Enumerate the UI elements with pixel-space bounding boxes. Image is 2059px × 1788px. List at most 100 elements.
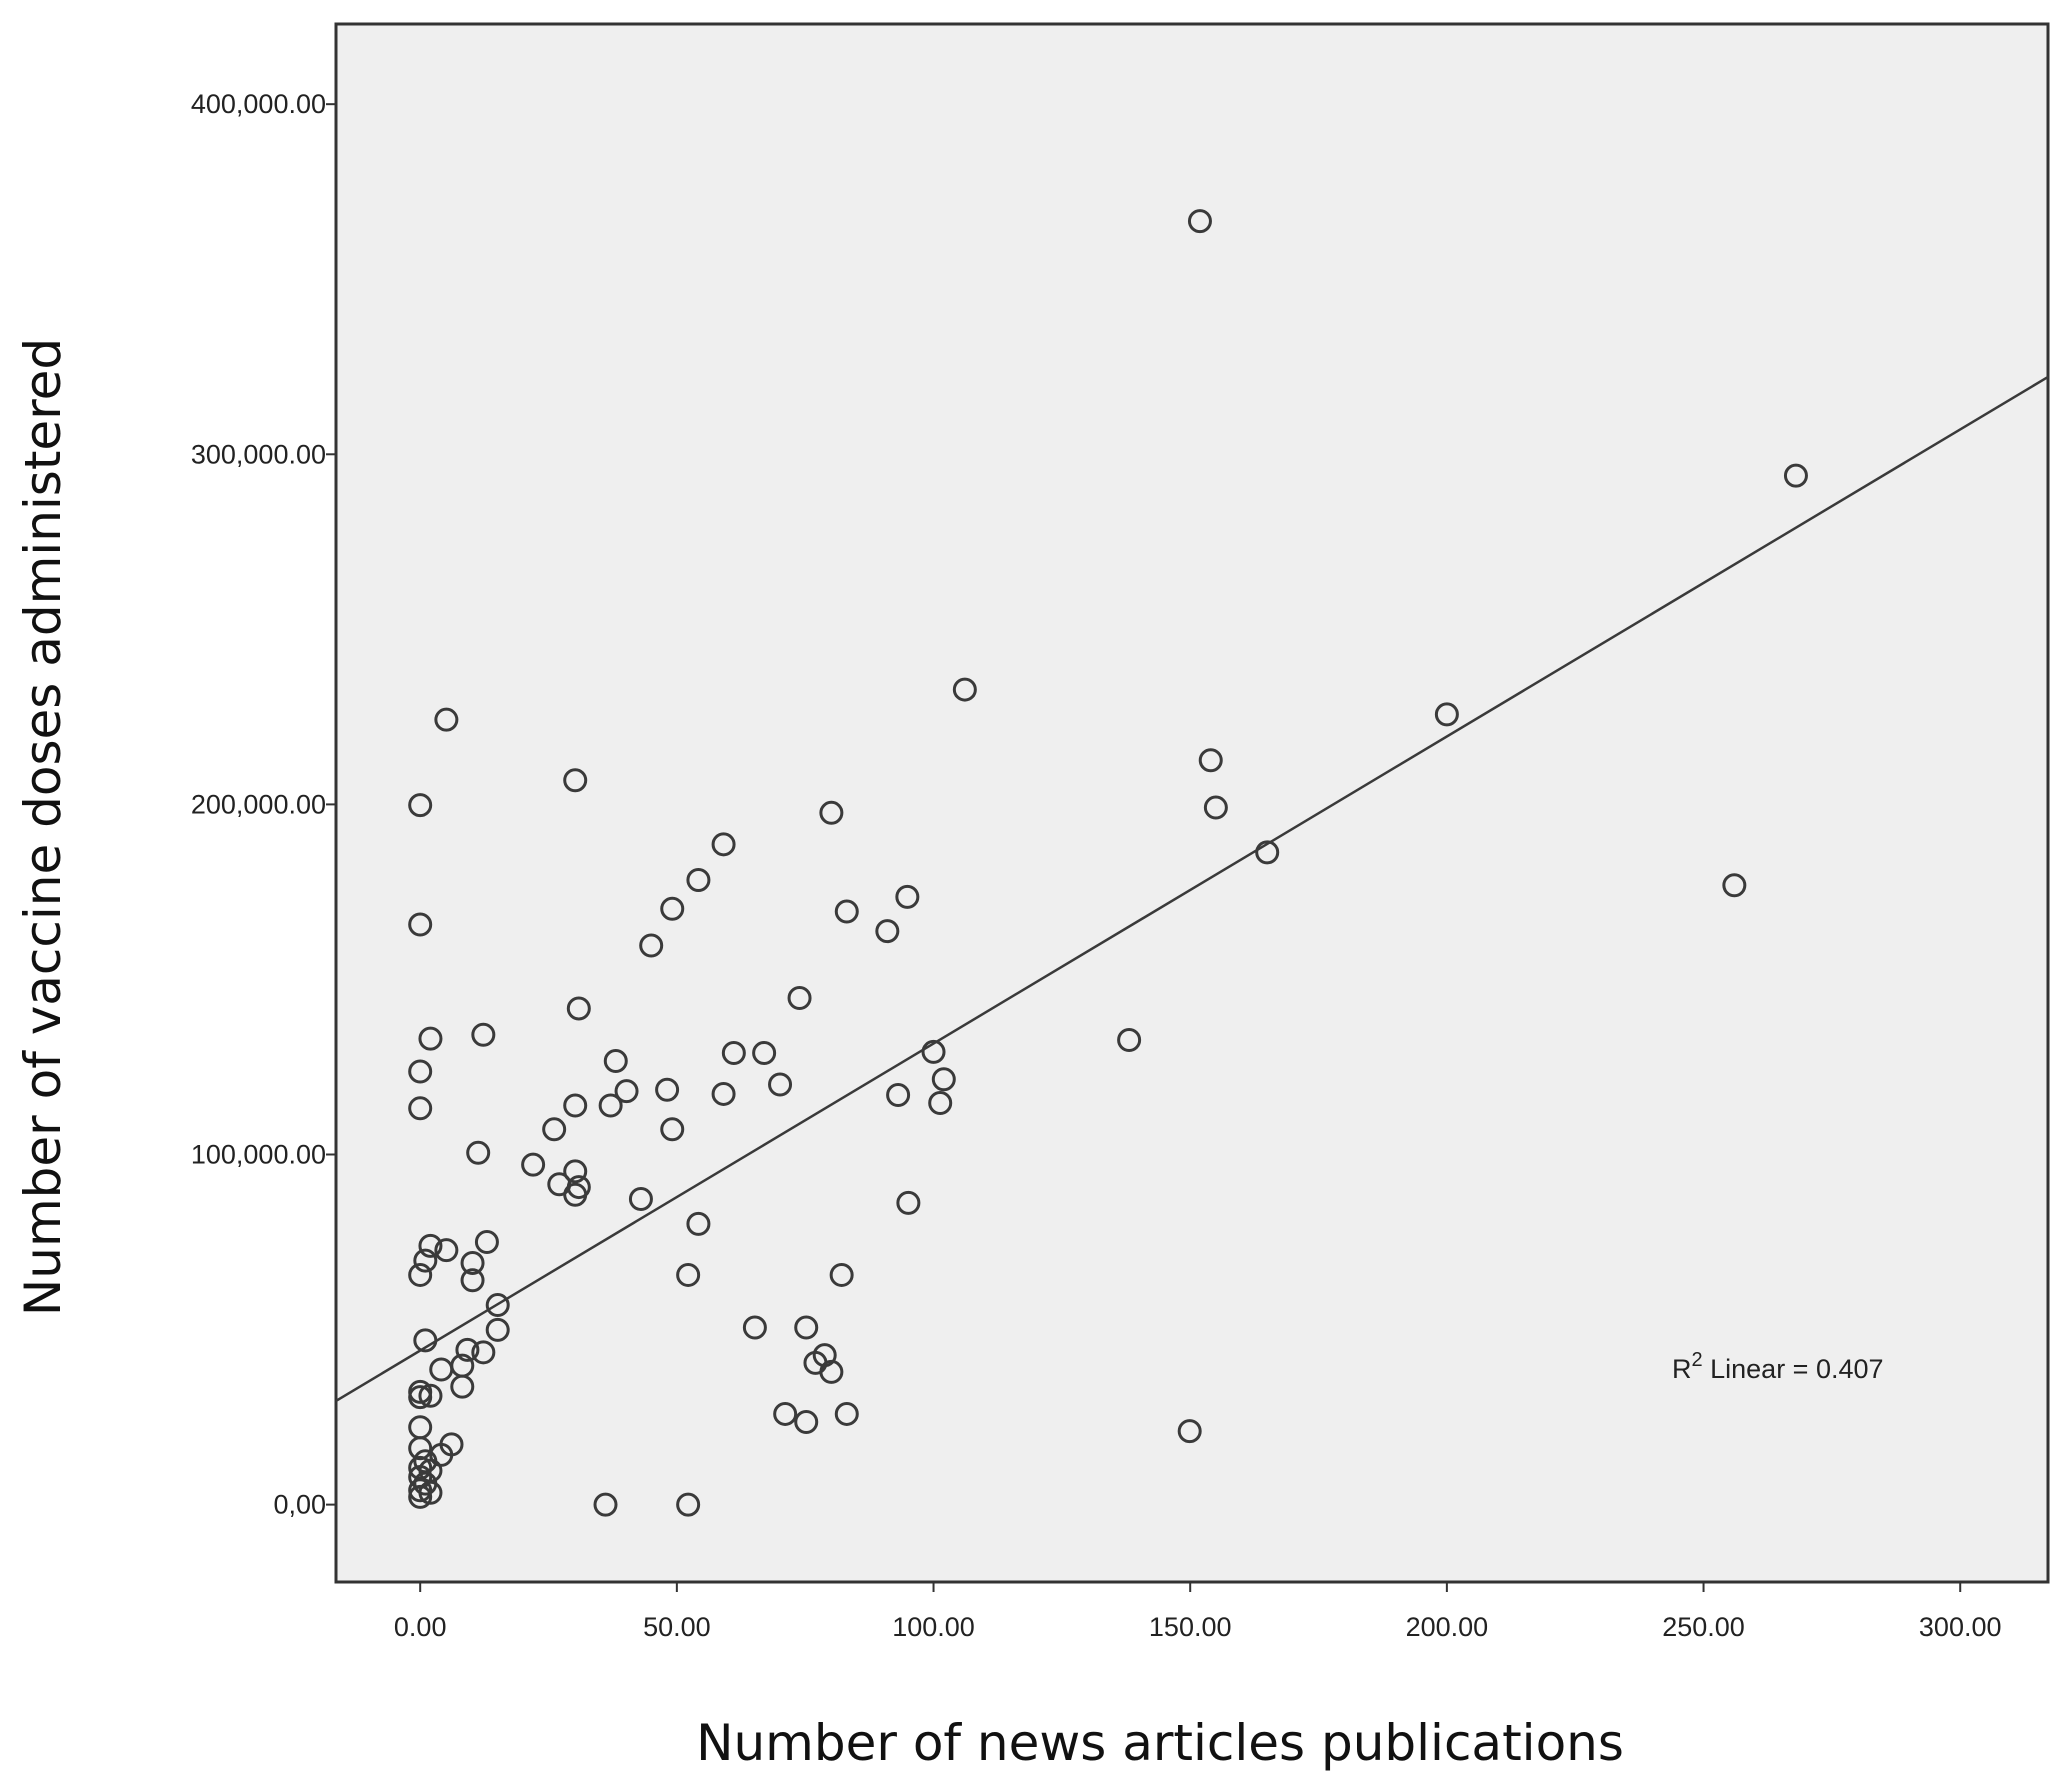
data-point [834, 1401, 859, 1426]
data-point [418, 1233, 443, 1258]
data-point [434, 707, 459, 732]
y-axis-label: Number of vaccine doses administered [14, 338, 72, 1316]
data-point [886, 1082, 911, 1107]
y-tick-label: 200,000.00 [191, 789, 326, 819]
data-point [450, 1374, 475, 1399]
data-point [794, 1409, 819, 1434]
x-tick-label: 250.00 [1662, 1612, 1745, 1642]
data-point [471, 1340, 496, 1365]
plot-area [334, 22, 2050, 1584]
data-point [1783, 463, 1808, 488]
y-tick-label: 400,000.00 [191, 89, 326, 119]
data-point [686, 1211, 711, 1236]
data-point [829, 1262, 854, 1287]
data-point [794, 1315, 819, 1340]
data-point [455, 1337, 480, 1362]
data-point [628, 1186, 653, 1211]
data-point [408, 1096, 433, 1121]
data-point [1198, 748, 1223, 773]
data-point [593, 1492, 618, 1517]
data-point [768, 1072, 793, 1097]
data-point [563, 1159, 588, 1184]
x-tick-label: 300.00 [1919, 1612, 2002, 1642]
data-point [542, 1117, 567, 1142]
data-point [466, 1140, 491, 1165]
data-point [660, 1117, 685, 1142]
x-axis-label: Number of news articles publications [696, 1714, 1624, 1772]
data-point [614, 1079, 639, 1104]
data-point [471, 1022, 496, 1047]
data-point [413, 1248, 438, 1273]
data-point [752, 1040, 777, 1065]
data-point [485, 1317, 510, 1342]
data-point [603, 1049, 628, 1074]
data-point [1203, 795, 1228, 820]
data-point [1722, 873, 1747, 898]
data-point [1255, 840, 1280, 865]
x-tick-label: 200.00 [1406, 1612, 1489, 1642]
x-tick-label: 0.00 [394, 1612, 447, 1642]
data-point [566, 996, 591, 1021]
data-point [1177, 1419, 1202, 1444]
data-point [408, 1478, 433, 1503]
data-point [928, 1091, 953, 1116]
data-point [563, 1093, 588, 1118]
annotation: R2 Linear = 0.407 [1672, 1349, 1884, 1384]
data-point [460, 1268, 485, 1293]
data-point [474, 1230, 499, 1255]
data-point [563, 768, 588, 793]
data-point [676, 1492, 701, 1517]
data-point [418, 1480, 443, 1505]
data-point [819, 800, 844, 825]
data-point [408, 1385, 433, 1410]
annotation-text: Linear = 0.407 [1703, 1354, 1884, 1384]
data-point [413, 1328, 438, 1353]
x-tick-label: 150.00 [1149, 1612, 1232, 1642]
data-point [896, 1190, 921, 1215]
trend-line [335, 375, 2049, 1403]
data-point [408, 1484, 433, 1509]
x-tick-label: 100.00 [892, 1612, 975, 1642]
data-point [895, 884, 920, 909]
data-point [418, 1026, 443, 1051]
data-point [742, 1315, 767, 1340]
data-point [408, 1262, 433, 1287]
data-point [1117, 1028, 1142, 1053]
y-tick-label: 300,000.00 [191, 439, 326, 469]
data-point [875, 919, 900, 944]
data-point [418, 1383, 443, 1408]
data-point [460, 1251, 485, 1276]
data-point [485, 1293, 510, 1318]
annotation-superscript: 2 [1692, 1349, 1703, 1371]
data-point [711, 1081, 736, 1106]
data-point [787, 986, 812, 1011]
data-point [1434, 702, 1459, 727]
annotation-text: R [1672, 1354, 1692, 1384]
data-point [819, 1359, 844, 1384]
data-point [773, 1401, 798, 1426]
data-point [408, 912, 433, 937]
data-point [598, 1093, 623, 1118]
data-point [434, 1238, 459, 1263]
y-tick-label: 100,000.00 [191, 1140, 326, 1170]
data-point [711, 832, 736, 857]
data-point [429, 1357, 454, 1382]
data-point [521, 1152, 546, 1177]
data-point [1187, 209, 1212, 234]
data-point [563, 1182, 588, 1207]
data-point [686, 868, 711, 893]
data-point [408, 1059, 433, 1084]
data-point [408, 793, 433, 818]
data-point [655, 1077, 680, 1102]
y-tick-label: 0,00 [273, 1490, 326, 1520]
data-point [931, 1067, 956, 1092]
data-point [676, 1262, 701, 1287]
data-point [660, 896, 685, 921]
data-point [834, 899, 859, 924]
data-point [639, 933, 664, 958]
data-point [952, 677, 977, 702]
x-tick-label: 50.00 [643, 1612, 711, 1642]
data-point [721, 1040, 746, 1065]
data-point [921, 1039, 946, 1064]
